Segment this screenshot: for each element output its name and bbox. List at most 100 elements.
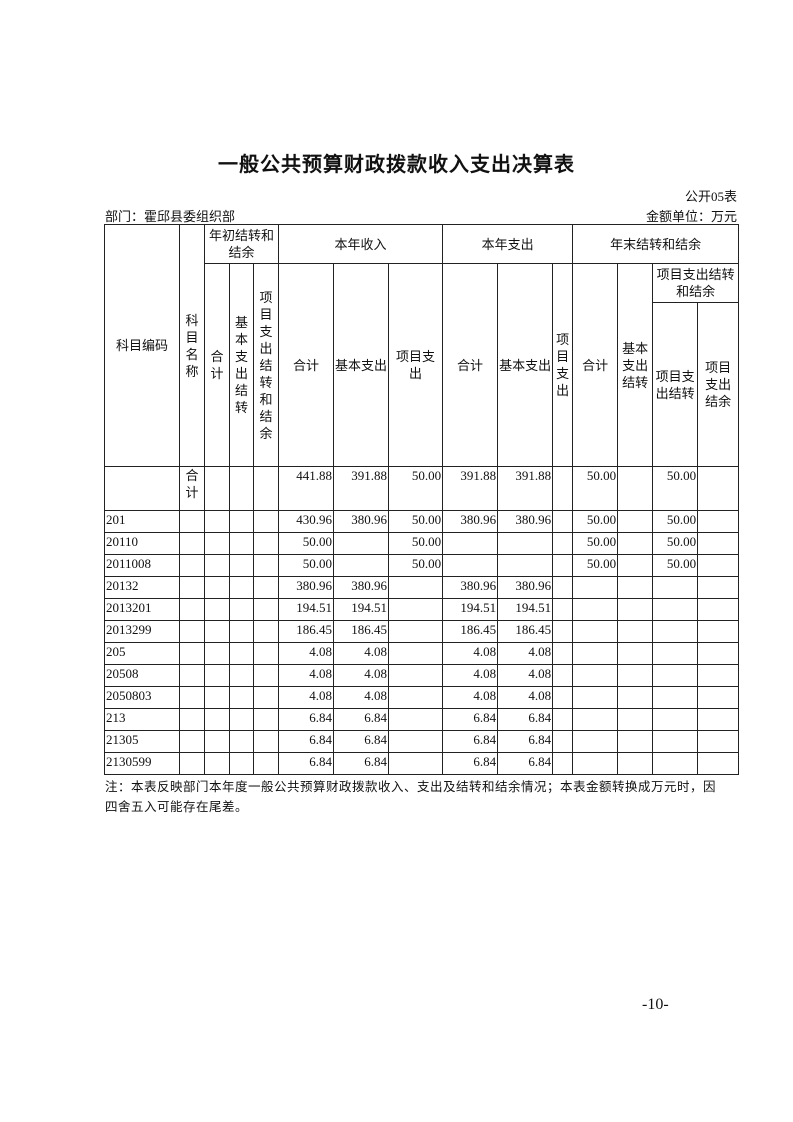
cell-value: 50.00 [572,466,619,511]
header-begin-project: 项目支出结转和结余 [252,263,280,467]
cell-value [697,466,740,511]
cell-value [552,532,574,555]
cell-value [697,620,740,643]
cell-value [229,686,254,709]
cell-value: 4.08 [278,664,335,687]
cell-value [252,642,280,665]
cell-value [204,664,230,687]
table-row: 213 6.84 6.84 6.84 6.84 [104,708,740,731]
cell-value [572,576,619,599]
cell-value [252,664,280,687]
cell-value [572,664,619,687]
cell-value [697,708,740,731]
cell-value [229,708,254,731]
cell-value: 6.84 [442,708,499,731]
cell-value [252,554,280,577]
header-end: 年末结转和结余 [572,224,740,264]
header-end-project-carry-balance: 项目支出结转和结余 [652,263,740,303]
cell-value [552,642,574,665]
cell-value [697,664,740,687]
cell-value: 4.08 [497,686,554,709]
cell-value [697,532,740,555]
cell-value [697,554,740,577]
cell-code: 213 [104,708,180,731]
cell-value: 194.51 [497,598,554,621]
header-begin-basic-carry: 基本支出结转 [229,263,254,467]
cell-value [697,510,740,533]
form-number: 公开05表 [684,189,737,204]
header-expense-project: 项目支出 [552,263,574,467]
cell-value [572,686,619,709]
cell-code [104,466,180,511]
cell-value: 380.96 [497,510,554,533]
cell-value [572,620,619,643]
cell-value [497,532,554,555]
cell-value [333,554,390,577]
table-row: 2013299 186.45 186.45 186.45 186.45 [104,620,740,643]
table-row: 2050803 4.08 4.08 4.08 4.08 [104,686,740,709]
cell-value [652,642,699,665]
cell-value: 50.00 [572,510,619,533]
header-end-total: 合计 [572,263,619,467]
cell-value: 194.51 [442,598,499,621]
department-label: 部门：霍邱县委组织部 [105,209,236,224]
cell-name [179,620,205,643]
cell-value [204,576,230,599]
cell-value: 50.00 [388,532,444,555]
cell-value: 6.84 [333,730,390,753]
cell-value [617,620,654,643]
cell-value: 380.96 [333,576,390,599]
cell-value: 194.51 [333,598,390,621]
cell-value [697,598,740,621]
header-income-project: 项目支出 [388,263,444,467]
cell-code: 2013299 [104,620,180,643]
table-row: 2011008 50.00 50.00 50.00 50.00 [104,554,740,577]
cell-value [617,598,654,621]
cell-value: 6.84 [278,752,335,775]
cell-value [652,620,699,643]
cell-value: 6.84 [497,730,554,753]
header-expense-basic: 基本支出 [497,263,554,467]
header-begin-total: 合计 [204,263,230,467]
cell-value [552,686,574,709]
cell-value [204,510,230,533]
cell-value [652,730,699,753]
page-number: -10- [642,996,669,1013]
cell-value [252,730,280,753]
cell-value [552,620,574,643]
cell-name [179,576,205,599]
cell-value: 4.08 [497,642,554,665]
table-row: 20508 4.08 4.08 4.08 4.08 [104,664,740,687]
header-end-project-carry: 项目支出结转 [652,302,699,467]
cell-value: 4.08 [278,686,335,709]
cell-code: 21305 [104,730,180,753]
cell-value: 186.45 [333,620,390,643]
cell-code: 20132 [104,576,180,599]
table-row: 2130599 6.84 6.84 6.84 6.84 [104,752,740,775]
cell-value [229,576,254,599]
cell-value [617,708,654,731]
cell-value: 6.84 [497,708,554,731]
cell-value [552,598,574,621]
cell-value: 4.08 [333,642,390,665]
cell-name [179,730,205,753]
cell-value [252,686,280,709]
cell-value: 391.88 [333,466,390,511]
cell-value [229,664,254,687]
cell-value [388,620,444,643]
cell-code: 2130599 [104,752,180,775]
cell-value [229,554,254,577]
cell-value: 50.00 [388,554,444,577]
cell-value: 4.08 [442,664,499,687]
cell-value: 4.08 [278,642,335,665]
cell-value [617,730,654,753]
cell-code: 2013201 [104,598,180,621]
cell-value: 391.88 [497,466,554,511]
cell-value: 186.45 [278,620,335,643]
cell-name [179,708,205,731]
cell-value [617,576,654,599]
cell-value [252,620,280,643]
cell-value [652,598,699,621]
cell-value [204,730,230,753]
cell-value [572,730,619,753]
